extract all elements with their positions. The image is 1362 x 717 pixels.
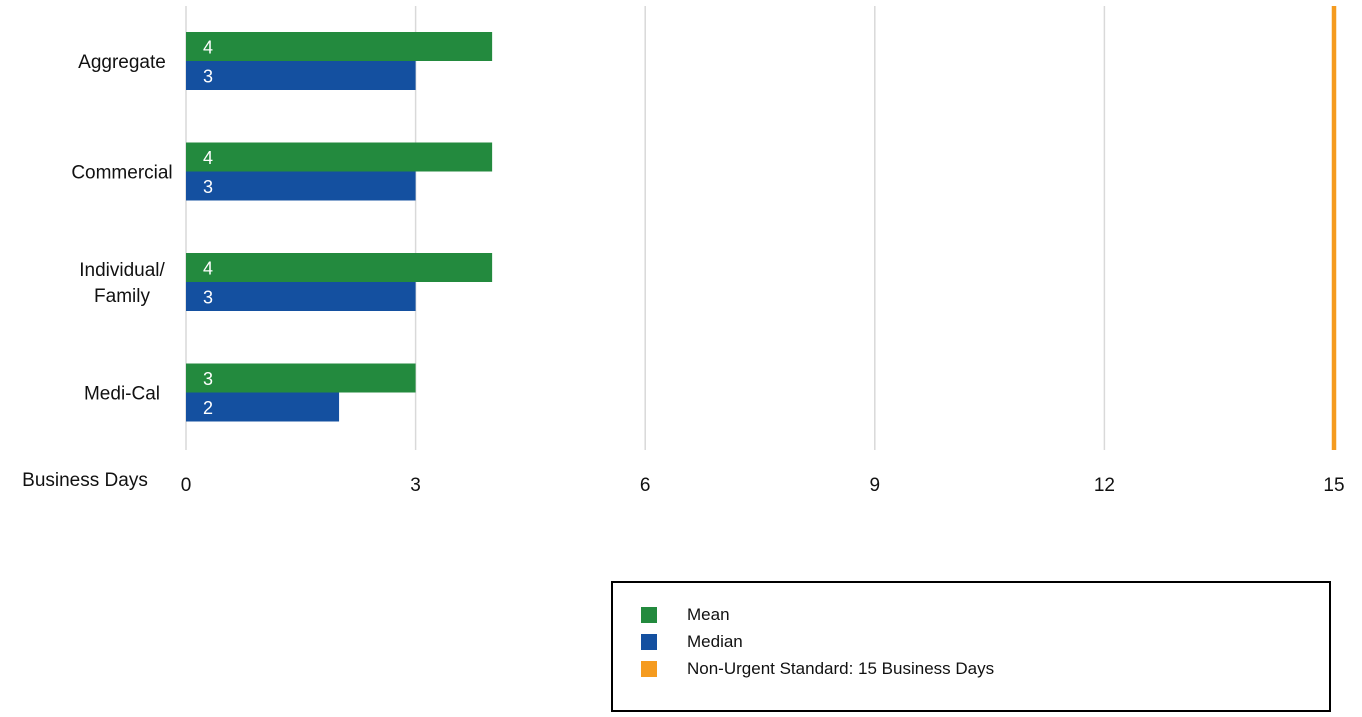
legend-item-median: Median xyxy=(641,631,743,653)
legend: Mean Median Non-Urgent Standard: 15 Busi… xyxy=(611,581,1331,712)
x-axis-title: Business Days xyxy=(22,470,148,491)
bar-label-median-0: 3 xyxy=(203,67,213,87)
bar-mean-2 xyxy=(186,253,493,282)
x-tick-label-3: 3 xyxy=(410,475,421,496)
legend-label-median: Median xyxy=(687,632,743,651)
bar-label-median-2: 3 xyxy=(203,288,213,308)
x-tick-label-15: 15 xyxy=(1323,475,1344,496)
bar-median-1 xyxy=(186,171,416,201)
legend-label-mean: Mean xyxy=(687,605,730,624)
legend-swatch-median xyxy=(641,634,657,650)
category-label-1-0: Commercial xyxy=(71,163,172,184)
bar-mean-0 xyxy=(186,32,493,61)
bar-label-mean-1: 4 xyxy=(203,148,213,168)
category-label-3-0: Medi-Cal xyxy=(84,384,160,405)
bar-mean-3 xyxy=(186,363,416,393)
x-tick-label-0: 0 xyxy=(181,475,192,496)
legend-label-standard: Non-Urgent Standard: 15 Business Days xyxy=(687,659,995,678)
category-label-2-0: Individual/ xyxy=(79,260,165,281)
legend-swatch-mean xyxy=(641,607,657,623)
bar-mean-1 xyxy=(186,142,493,172)
bar-label-median-1: 3 xyxy=(203,177,213,197)
bar-label-mean-0: 4 xyxy=(203,38,213,58)
bar-chart: 4 3 Aggregate 4 3 Commercial 4 3 Individual/Fami… xyxy=(22,6,1345,496)
bar-median-0 xyxy=(186,61,416,90)
bar-label-median-3: 2 xyxy=(203,398,213,418)
legend-item-standard: Non-Urgent Standard: 15 Business Days xyxy=(641,658,994,680)
bar-median-3 xyxy=(186,392,340,422)
x-tick-label-12: 12 xyxy=(1094,475,1115,496)
legend-swatch-standard xyxy=(641,661,657,677)
bar-median-2 xyxy=(186,282,416,311)
category-label-2-1: Family xyxy=(94,286,150,307)
x-tick-label-9: 9 xyxy=(870,475,881,496)
bar-label-mean-3: 3 xyxy=(203,369,213,389)
category-label-0-0: Aggregate xyxy=(78,52,166,73)
bar-label-mean-2: 4 xyxy=(203,259,213,279)
x-tick-label-6: 6 xyxy=(640,475,651,496)
legend-item-mean: Mean xyxy=(641,604,730,626)
